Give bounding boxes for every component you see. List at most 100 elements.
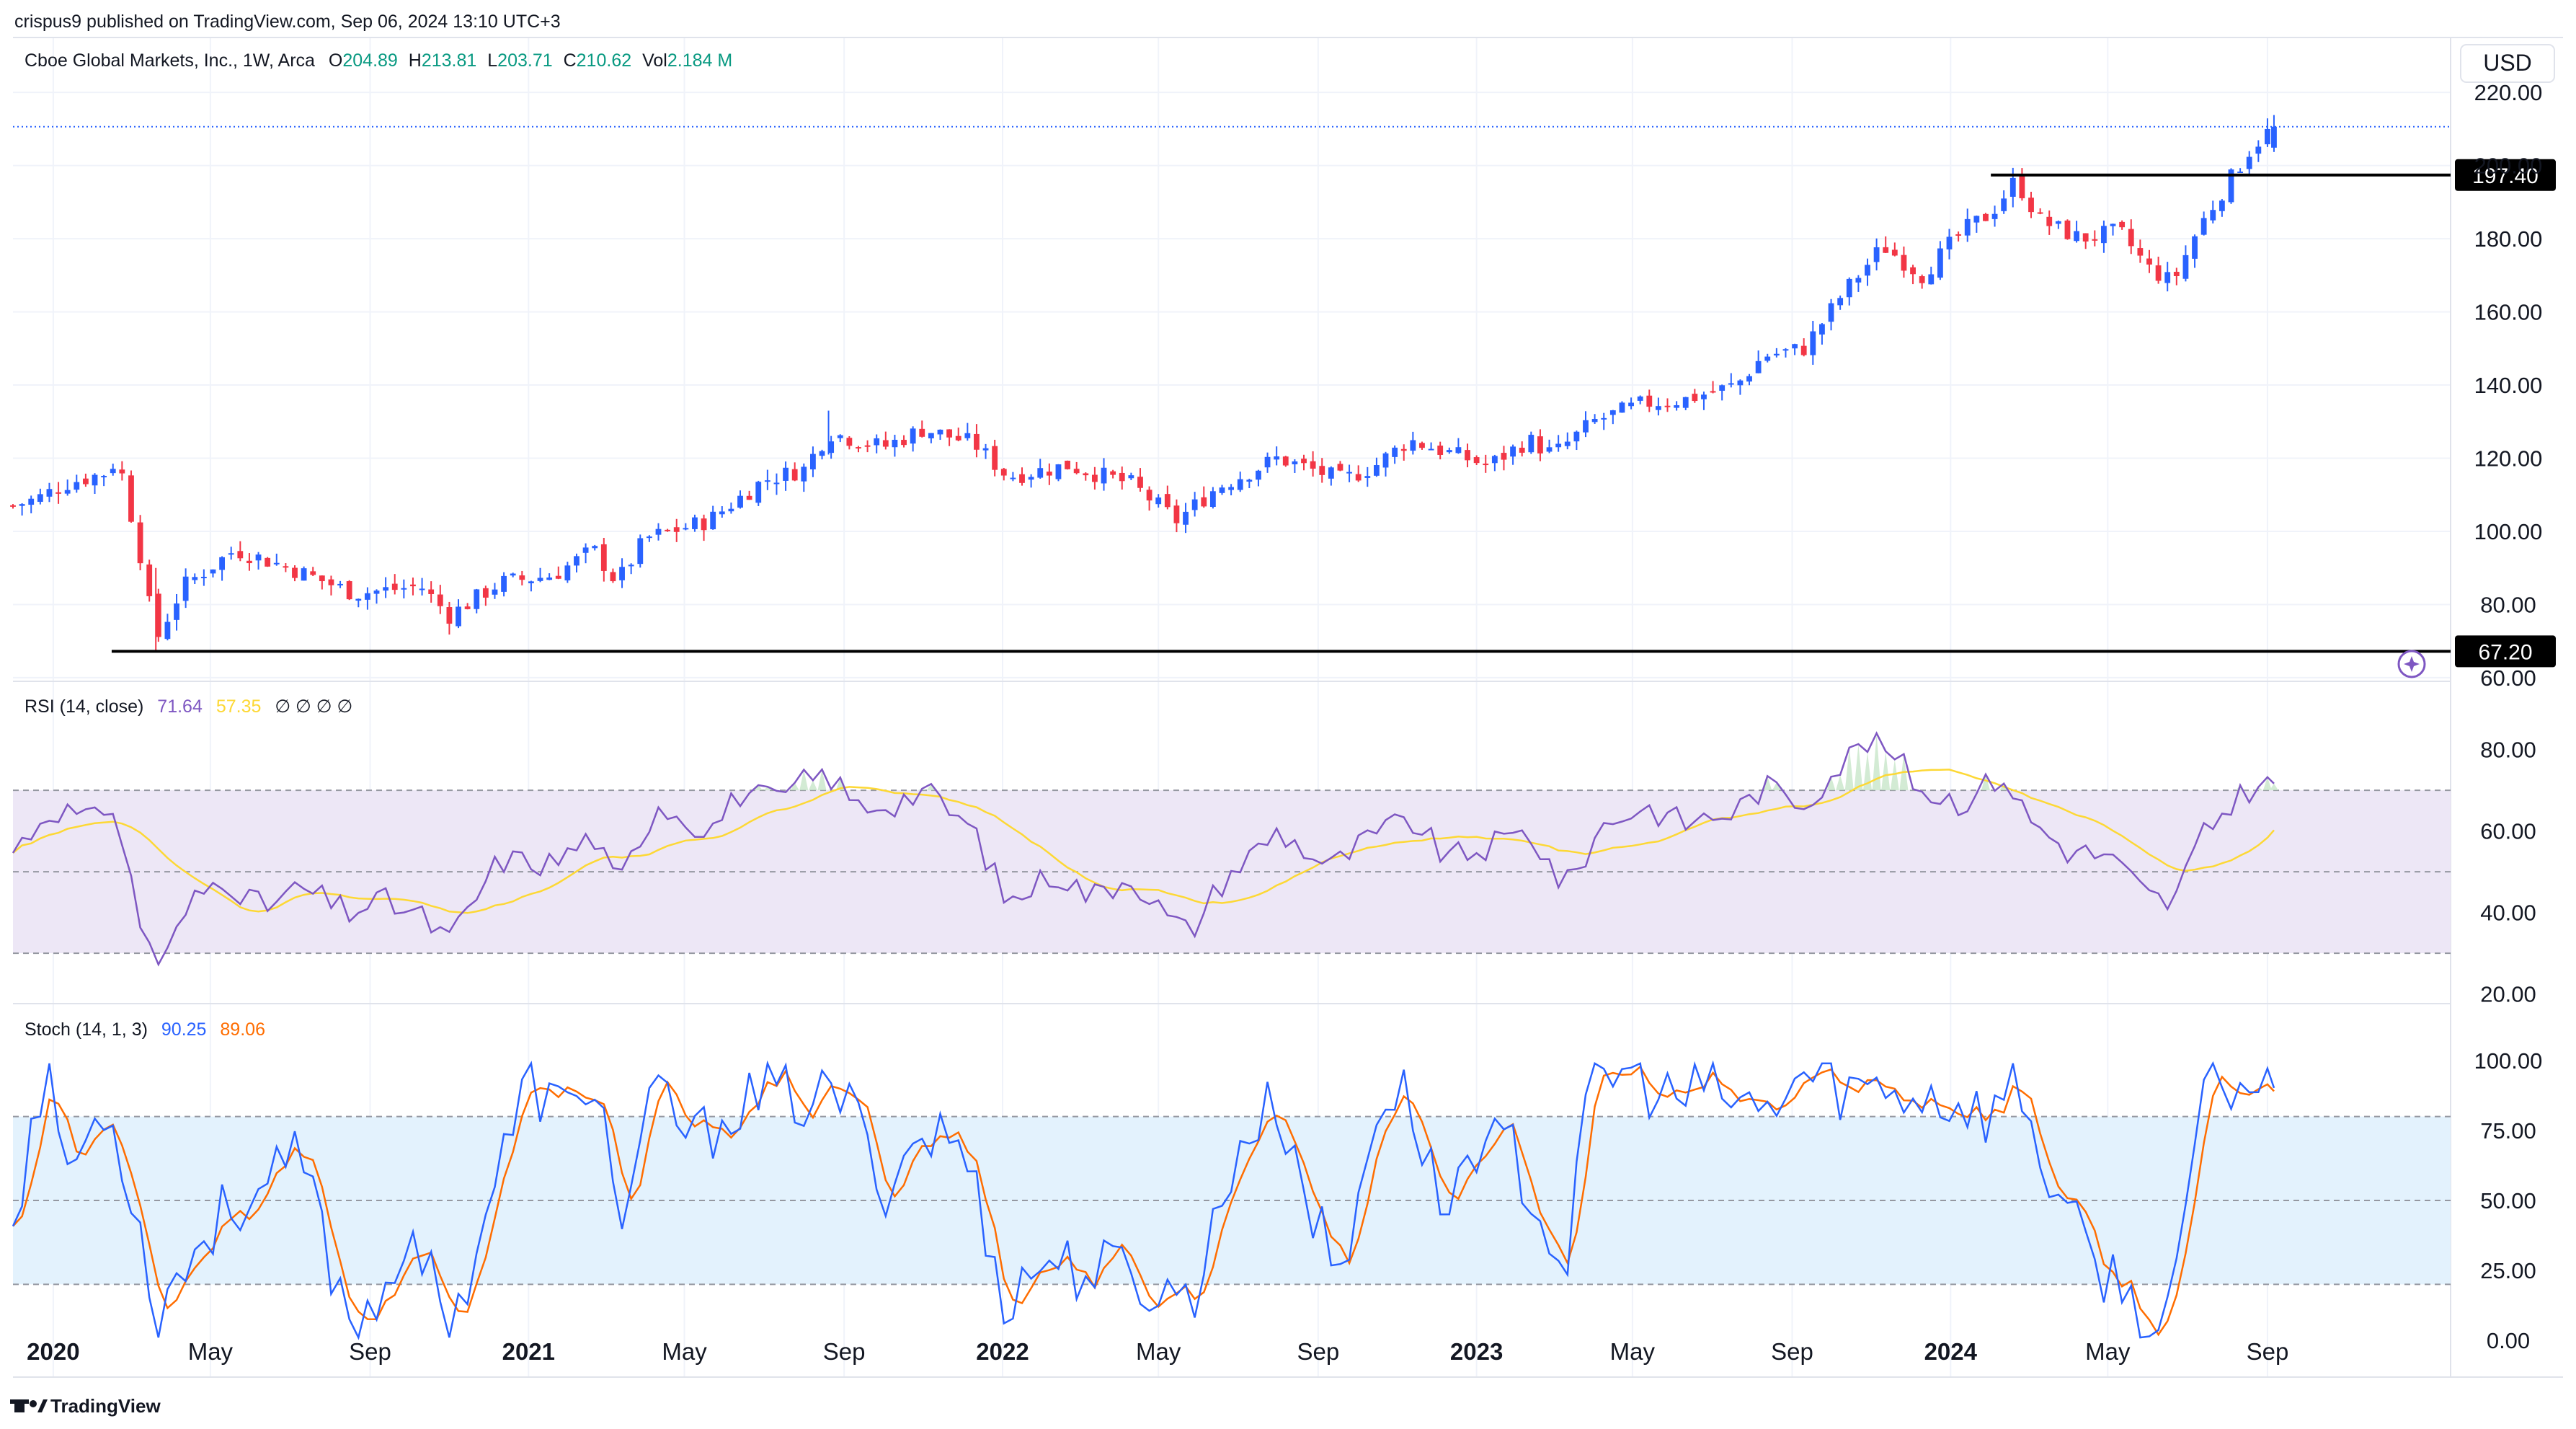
- candle: [101, 474, 107, 487]
- candle-body: [1891, 249, 1898, 256]
- candle-body: [1810, 331, 1816, 355]
- candle-body: [964, 433, 971, 438]
- candle-body: [846, 438, 853, 446]
- candle-body: [1800, 345, 1807, 355]
- candle: [783, 461, 789, 491]
- candle-body: [10, 505, 16, 507]
- candle-body: [1883, 247, 1889, 253]
- candle: [628, 563, 634, 575]
- candle-body: [673, 527, 680, 532]
- candle-body: [228, 553, 234, 555]
- candle-body: [1637, 396, 1643, 401]
- candle-body: [1628, 402, 1634, 407]
- candle-body: [528, 581, 534, 583]
- candle: [328, 575, 334, 596]
- candle-body: [510, 573, 516, 576]
- candle-body: [665, 529, 671, 531]
- time-tick-label: May: [2085, 1338, 2131, 1365]
- candle: [728, 503, 734, 514]
- candle-body: [1664, 405, 1671, 407]
- time-tick-label: May: [188, 1338, 234, 1365]
- candle-body: [146, 564, 153, 596]
- candle-body: [101, 476, 107, 478]
- candle: [2128, 219, 2134, 255]
- candle: [1319, 458, 1325, 483]
- candle: [482, 585, 489, 606]
- candle: [1501, 446, 1507, 471]
- candle: [1119, 466, 1125, 490]
- candle: [1973, 215, 1980, 233]
- candle-body: [1137, 477, 1143, 488]
- stoch-title: Stoch (14, 1, 3): [25, 1019, 148, 1040]
- price-axis-ticks: 220.00 200.00 180.00 160.00 140.00 120.00 100.…: [2474, 80, 2543, 691]
- candle: [456, 599, 461, 629]
- candle-body: [82, 478, 89, 485]
- candle: [2182, 245, 2189, 282]
- candle-body: [401, 588, 407, 590]
- rsi-tick-label: 80.00: [2480, 738, 2536, 763]
- candle: [1337, 461, 1343, 472]
- candle-body: [2219, 200, 2225, 211]
- add-marker-icon[interactable]: [2397, 650, 2426, 678]
- candle: [2155, 256, 2162, 284]
- close-value: 210.62: [577, 50, 631, 71]
- candle-body: [655, 528, 662, 535]
- candle-body: [237, 551, 244, 559]
- candle-body: [2055, 221, 2061, 224]
- candle: [773, 473, 780, 495]
- candle-body: [810, 454, 816, 470]
- candle: [1828, 298, 1834, 331]
- horizontal-line-label: 67.20: [2455, 635, 2556, 668]
- candle: [1392, 445, 1398, 464]
- candlestick-series: [10, 115, 2277, 652]
- high-label: H: [409, 50, 422, 71]
- candle-body: [391, 583, 398, 590]
- open-value: 204.89: [342, 50, 397, 71]
- candle-body: [2046, 216, 2053, 226]
- tradingview-logo-icon: [10, 1399, 48, 1412]
- candle: [1955, 231, 1962, 242]
- candle-body: [1355, 474, 1362, 481]
- candle-body: [1910, 267, 1916, 275]
- candle-body: [1773, 353, 1780, 355]
- candle-body: [1155, 497, 1162, 505]
- time-tick-label: May: [662, 1338, 707, 1365]
- stoch-legend: Stoch (14, 1, 3) 90.25 89.06: [25, 1019, 265, 1040]
- candle-body: [1819, 324, 1825, 335]
- candle-body: [955, 435, 961, 441]
- candle: [1110, 469, 1116, 479]
- candle: [1755, 350, 1762, 373]
- candle-body: [55, 492, 61, 494]
- candle-body: [1083, 473, 1089, 476]
- candle: [301, 566, 307, 581]
- label-text: 67.20: [2478, 640, 2532, 664]
- candle: [2001, 190, 2007, 214]
- stoch-d-value: 89.06: [220, 1019, 265, 1040]
- candle-body: [2228, 169, 2234, 203]
- candle: [1991, 205, 1998, 227]
- candle-body: [1282, 456, 1289, 466]
- stoch-axis-ticks: 100.00 75.00 50.00 25.00 0.00: [2474, 1048, 2543, 1353]
- candle-body: [1928, 274, 1935, 285]
- candle-body: [746, 495, 752, 500]
- candle: [192, 573, 198, 584]
- candle-body: [1319, 466, 1325, 475]
- candle-body: [1591, 419, 1598, 422]
- candle: [1419, 441, 1425, 450]
- candle-body: [1646, 395, 1653, 407]
- candle-body: [1692, 394, 1698, 402]
- candle: [692, 514, 698, 532]
- candle: [1928, 266, 1935, 285]
- candle-body: [901, 440, 907, 446]
- candle-body: [1546, 447, 1553, 452]
- time-tick-label: 2023: [1450, 1338, 1503, 1365]
- candle: [319, 575, 325, 590]
- candle: [200, 569, 207, 586]
- candle: [1191, 492, 1198, 517]
- candle-body: [1710, 391, 1716, 393]
- candle: [537, 567, 543, 583]
- currency-box[interactable]: [2460, 44, 2555, 83]
- candle: [1674, 401, 1680, 411]
- close-label: C: [564, 50, 577, 71]
